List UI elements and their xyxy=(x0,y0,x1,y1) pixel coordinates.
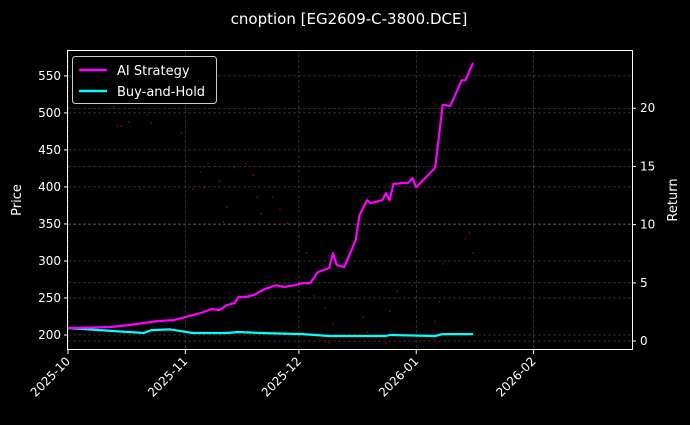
price-dot xyxy=(203,186,206,189)
price-dot xyxy=(415,296,418,299)
price-dot xyxy=(233,166,236,169)
price-dot xyxy=(468,231,471,234)
price-dot xyxy=(192,188,194,191)
x-tick-label: 2026-02 xyxy=(493,354,538,399)
price-dot xyxy=(366,331,368,333)
y-axis-left: 200 250 300 350 400 450 500 550 xyxy=(38,69,68,342)
series-lines xyxy=(67,62,475,338)
price-dots xyxy=(112,106,474,345)
y-tick-label: 550 xyxy=(38,69,61,83)
price-dot xyxy=(313,294,315,297)
x-tick-label: 2025-11 xyxy=(145,354,190,399)
price-dot xyxy=(324,307,327,310)
x-tick-label: 2025-10 xyxy=(28,354,73,399)
ai-strategy-line xyxy=(67,62,475,330)
price-dot xyxy=(396,290,399,293)
price-dot xyxy=(472,251,474,254)
y2-tick-label: 15 xyxy=(640,159,655,173)
price-dot xyxy=(297,234,300,237)
y-tick-label: 250 xyxy=(38,291,61,305)
x-tick-label: 2025-12 xyxy=(259,354,304,399)
price-dot xyxy=(127,120,130,123)
plot-frame xyxy=(67,50,633,350)
price-dot xyxy=(252,174,255,176)
price-dot xyxy=(146,114,149,117)
price-dot xyxy=(245,162,247,165)
y-axis-right: 0 5 10 15 20 xyxy=(632,101,655,348)
y-tick-label: 500 xyxy=(38,106,61,120)
x-tick-label: 2026-01 xyxy=(376,354,421,399)
price-dot xyxy=(385,342,387,345)
price-dot xyxy=(112,106,115,108)
buy-and-hold-line xyxy=(67,326,473,338)
price-dot xyxy=(438,300,440,303)
chart-title: cnoption [EG2609-C-3800.DCE] xyxy=(231,10,468,28)
y-tick-label: 450 xyxy=(38,143,61,157)
y2-tick-label: 5 xyxy=(640,276,648,290)
price-dot xyxy=(139,188,141,191)
price-dot xyxy=(305,251,308,254)
price-dot xyxy=(362,316,365,319)
price-dot xyxy=(222,220,225,223)
legend: AI Strategy Buy-and-Hold xyxy=(72,56,217,104)
y-tick-label: 350 xyxy=(38,217,61,231)
y-tick-label: 200 xyxy=(38,328,61,342)
price-dot xyxy=(411,285,414,288)
price-dot xyxy=(328,342,331,345)
price-dot xyxy=(464,237,467,240)
y2-tick-label: 10 xyxy=(640,218,655,232)
price-dot xyxy=(279,208,281,211)
y-axis-label: Price xyxy=(10,184,25,216)
y-tick-label: 400 xyxy=(38,180,61,194)
y-tick-label: 300 xyxy=(38,254,61,268)
price-dot xyxy=(388,310,391,313)
price-dot xyxy=(256,196,259,199)
price-dot xyxy=(441,263,444,265)
price-dot xyxy=(434,320,437,323)
y2-tick-label: 20 xyxy=(640,101,655,115)
x-axis: 2025-10 2025-11 2025-12 2026-01 2026-02 xyxy=(28,350,539,400)
price-dot xyxy=(260,212,262,215)
price-dot xyxy=(218,180,221,182)
price-dot xyxy=(180,132,183,134)
legend-label-ai: AI Strategy xyxy=(117,64,190,79)
legend-label-bh: Buy-and-Hold xyxy=(117,85,205,100)
price-dot xyxy=(199,171,202,174)
price-dot xyxy=(120,125,122,128)
y2-axis-label: Return xyxy=(666,178,681,221)
price-dot xyxy=(207,162,209,165)
price-dot xyxy=(150,122,153,125)
y2-tick-label: 0 xyxy=(640,334,648,348)
price-dot xyxy=(286,222,289,225)
price-dot xyxy=(116,125,119,128)
price-dot xyxy=(226,206,228,208)
price-dot xyxy=(332,323,334,326)
legend-box xyxy=(72,56,217,104)
price-dot xyxy=(271,196,274,199)
